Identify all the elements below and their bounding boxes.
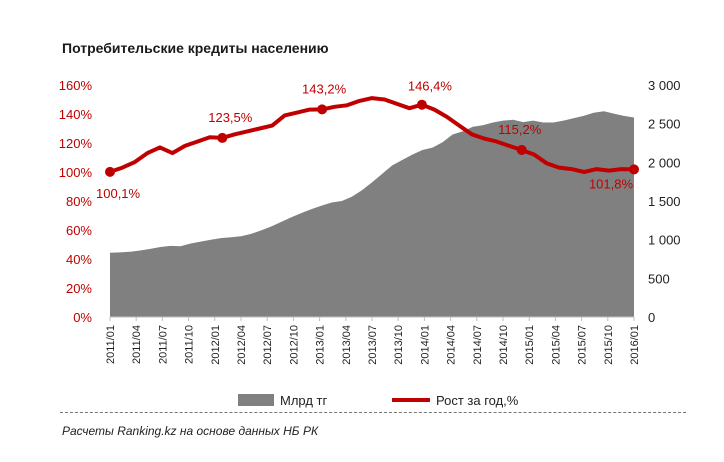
- legend-label-line: Рост за год,%: [436, 393, 519, 408]
- line-marker: [105, 166, 115, 177]
- x-axis-tick-label: 2016/01: [629, 325, 641, 365]
- x-axis-tick-label: 2011/10: [184, 325, 196, 364]
- right-axis-tick-label: 500: [648, 271, 670, 286]
- line-marker: [217, 132, 228, 143]
- right-axis-tick-label: 3 000: [648, 78, 681, 93]
- area-series-mlrd-tg: [110, 111, 634, 317]
- data-label: 115,2%: [498, 122, 542, 137]
- right-axis-tick-label: 1 000: [648, 233, 681, 248]
- x-axis-tick-label: 2012/04: [236, 325, 248, 365]
- left-axis-tick-label: 120%: [59, 136, 93, 151]
- x-axis-tick-label: 2014/07: [472, 325, 484, 365]
- x-axis-tick-label: 2012/01: [210, 325, 222, 365]
- left-axis-tick-label: 140%: [59, 107, 93, 122]
- line-marker: [416, 99, 427, 110]
- line-marker: [516, 144, 527, 155]
- x-axis-tick-label: 2011/04: [131, 325, 143, 364]
- x-axis-tick-label: 2014/04: [446, 325, 458, 365]
- x-axis-tick-label: 2015/07: [577, 325, 589, 365]
- x-axis-tick-label: 2015/10: [603, 325, 615, 365]
- left-axis-tick-label: 20%: [66, 281, 92, 296]
- x-axis-tick-label: 2015/04: [550, 325, 562, 365]
- divider-line: [60, 412, 686, 413]
- right-axis-tick-label: 2 000: [648, 155, 681, 170]
- left-axis-tick-label: 0%: [73, 310, 92, 325]
- x-axis-tick-label: 2013/10: [393, 325, 405, 365]
- chart-title: Потребительские кредиты населению: [62, 40, 329, 56]
- x-axis-tick-label: 2013/04: [341, 325, 353, 365]
- x-axis-tick-label: 2011/01: [105, 325, 117, 364]
- x-axis-tick-label: 2014/01: [419, 325, 431, 365]
- data-label: 143,2%: [302, 81, 347, 96]
- data-label: 123,5%: [208, 110, 253, 125]
- left-axis-tick-label: 60%: [66, 223, 92, 238]
- line-marker: [317, 104, 328, 115]
- x-axis-tick-label: 2012/07: [262, 325, 274, 365]
- left-axis-tick-label: 40%: [66, 252, 92, 267]
- left-axis-tick-label: 160%: [59, 78, 93, 93]
- x-axis-tick-label: 2015/01: [524, 325, 536, 365]
- data-label: 146,4%: [408, 79, 453, 94]
- x-axis-tick-label: 2012/10: [288, 325, 300, 365]
- left-axis-tick-label: 80%: [66, 194, 92, 209]
- right-axis-tick-label: 2 500: [648, 117, 681, 132]
- line-marker: [629, 164, 639, 175]
- x-axis-tick-label: 2013/01: [315, 325, 327, 365]
- x-axis-tick-label: 2014/10: [498, 325, 510, 365]
- data-label: 100,1%: [96, 186, 141, 201]
- legend-label-area: Млрд тг: [280, 393, 327, 408]
- left-axis-tick-label: 100%: [59, 165, 93, 180]
- legend-swatch-area: [238, 394, 274, 406]
- right-axis-tick-label: 1 500: [648, 194, 681, 209]
- line-series-rost-za-god: [109, 96, 635, 174]
- right-axis-tick-label: 0: [648, 310, 655, 325]
- x-axis-tick-label: 2011/07: [157, 325, 169, 364]
- x-axis-tick-label: 2013/07: [367, 325, 379, 365]
- data-label: 101,8%: [589, 176, 634, 191]
- source-note: Расчеты Ranking.kz на основе данных НБ Р…: [62, 424, 319, 438]
